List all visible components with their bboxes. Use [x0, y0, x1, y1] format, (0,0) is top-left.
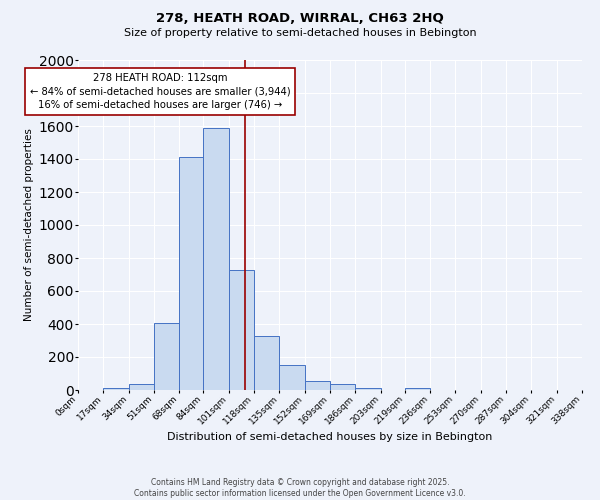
Bar: [355, 388, 380, 390]
Bar: [330, 384, 355, 390]
Bar: [254, 336, 280, 390]
Bar: [103, 388, 128, 390]
Y-axis label: Number of semi-detached properties: Number of semi-detached properties: [25, 128, 34, 322]
Bar: [128, 384, 154, 390]
Text: Size of property relative to semi-detached houses in Bebington: Size of property relative to semi-detach…: [124, 28, 476, 38]
Text: 278 HEATH ROAD: 112sqm
← 84% of semi-detached houses are smaller (3,944)
16% of : 278 HEATH ROAD: 112sqm ← 84% of semi-det…: [29, 73, 290, 110]
X-axis label: Distribution of semi-detached houses by size in Bebington: Distribution of semi-detached houses by …: [167, 432, 493, 442]
Text: 278, HEATH ROAD, WIRRAL, CH63 2HQ: 278, HEATH ROAD, WIRRAL, CH63 2HQ: [156, 12, 444, 26]
Bar: [179, 156, 203, 390]
Bar: [229, 270, 254, 390]
Bar: [404, 388, 430, 390]
Text: Contains HM Land Registry data © Crown copyright and database right 2025.
Contai: Contains HM Land Registry data © Crown c…: [134, 478, 466, 498]
Bar: [280, 365, 305, 390]
Bar: [203, 128, 229, 390]
Bar: [154, 323, 179, 390]
Bar: [305, 381, 330, 390]
